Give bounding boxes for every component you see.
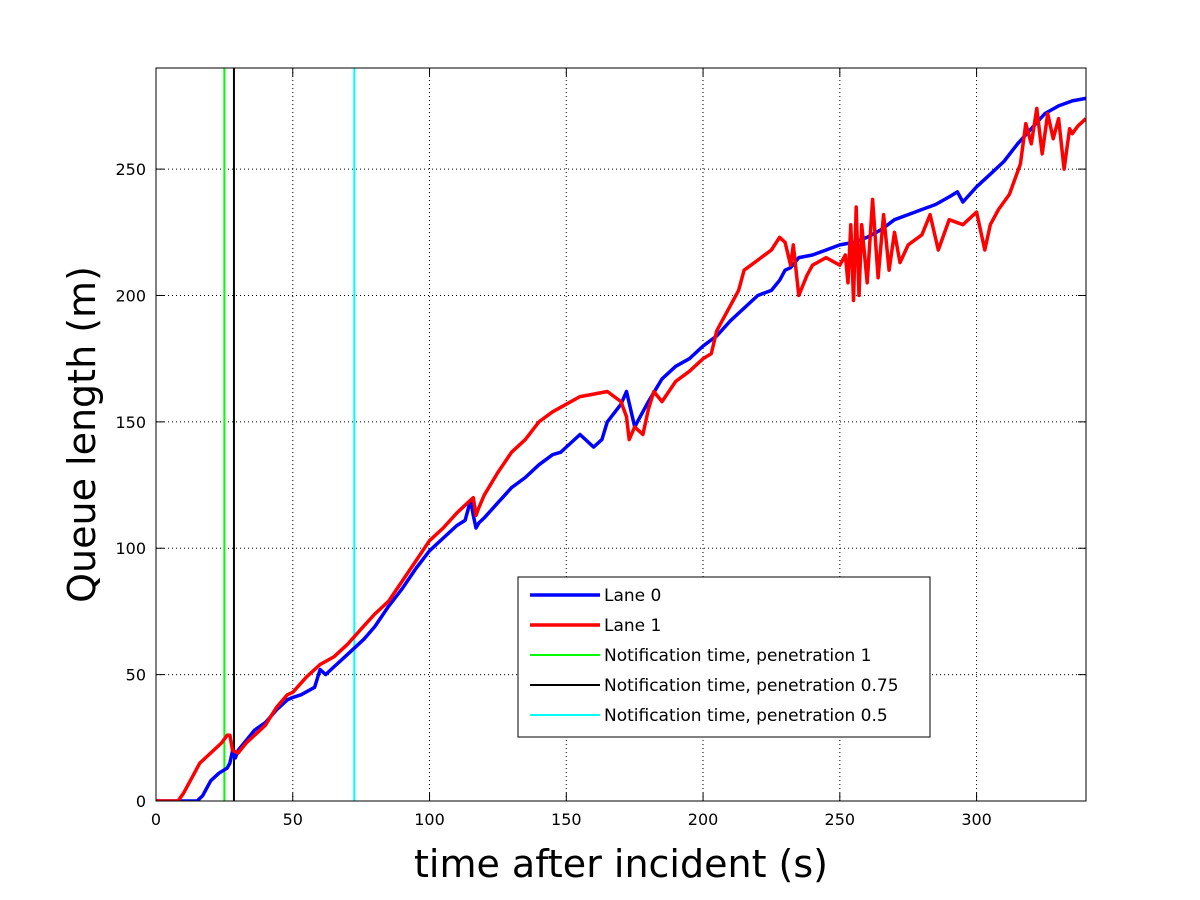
ticks: 0 50 100 150 200 250 300 0 50 100 150 200 250 [115,68,1086,829]
legend-label: Notification time, penetration 0.5 [604,706,888,726]
legend-entry: Notification time, penetration 0.5 [530,706,888,726]
x-tick-label: 50 [283,810,303,829]
series-lane-1 [156,106,1086,801]
x-tick-label: 100 [414,810,445,829]
x-tick-label: 200 [688,810,719,829]
y-tick-label: 50 [126,666,146,685]
x-axis-title: time after incident (s) [414,842,828,886]
series-layer [156,68,1086,801]
legend-label: Notification time, penetration 0.75 [604,676,899,696]
axes [155,67,1087,802]
x-tick-label: 150 [551,810,582,829]
x-tick-label: 250 [825,810,856,829]
y-tick-label: 0 [136,792,146,811]
x-tick-label: 0 [151,810,161,829]
legend-entry: Notification time, penetration 1 [530,646,872,666]
y-tick-label: 250 [115,160,146,179]
y-tick-label: 150 [115,413,146,432]
x-tick-label: 300 [961,810,992,829]
legend: Lane 0 Lane 1 Notification time, penetrati… [517,576,931,738]
legend-entry: Notification time, penetration 0.75 [530,676,899,696]
legend-entry: Lane 1 [530,616,661,636]
legend-box [517,576,931,738]
y-tick-label: 200 [115,286,146,305]
legend-label: Lane 1 [604,616,661,636]
axes-box [155,67,1087,802]
legend-label: Notification time, penetration 1 [604,646,872,666]
series-lane-0 [156,96,1086,801]
legend-label: Lane 0 [604,586,661,606]
legend-entry: Lane 0 [530,586,661,606]
y-tick-label: 100 [115,539,146,558]
y-axis-title: Queue length (m) [60,266,104,603]
